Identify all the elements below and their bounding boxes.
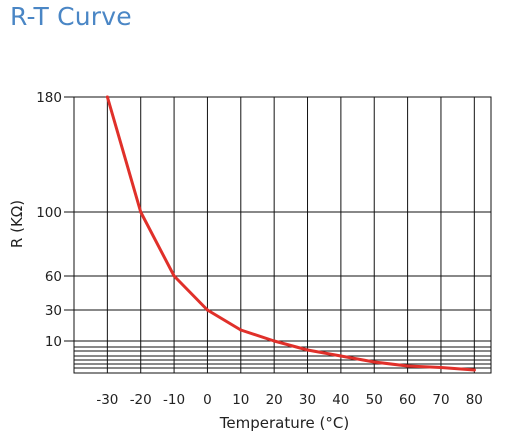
- data-point: [406, 364, 410, 368]
- y-tick-label: 180: [36, 90, 62, 106]
- x-tick-label: 50: [366, 392, 383, 408]
- data-point: [372, 360, 376, 364]
- x-tick-label: -10: [163, 392, 185, 408]
- data-point: [439, 366, 443, 369]
- x-tick-label: 80: [466, 392, 483, 408]
- y-axis-label: R (KΩ): [8, 200, 26, 248]
- x-axis-label: Temperature (°C): [219, 414, 349, 432]
- series-layer: [105, 95, 476, 372]
- x-tick-label: 0: [203, 392, 212, 408]
- plot-border: [73, 96, 492, 374]
- grid: [64, 96, 492, 374]
- y-tick-label: 60: [45, 269, 62, 285]
- chart-title: R-T Curve: [10, 2, 132, 31]
- tick-labels: -30 -20 -10 0 10 20 30 40 50 60 70 80 180 100 60 30 10: [36, 90, 483, 408]
- data-point: [339, 354, 343, 358]
- x-tick-label: 20: [266, 392, 283, 408]
- x-tick-label: -20: [130, 392, 152, 408]
- data-point: [105, 95, 109, 99]
- data-point: [306, 348, 310, 352]
- data-point: [239, 328, 243, 332]
- data-point: [205, 308, 209, 312]
- x-tick-label: 70: [432, 392, 449, 408]
- data-point: [272, 339, 276, 343]
- x-tick-label: 60: [399, 392, 416, 408]
- x-tick-label: 10: [232, 392, 249, 408]
- x-tick-label: 40: [332, 392, 349, 408]
- data-point: [472, 368, 476, 372]
- y-tick-label: 30: [45, 303, 62, 319]
- data-point: [139, 210, 143, 214]
- rt-curve-line: [105, 95, 476, 372]
- x-tick-label: -30: [96, 392, 118, 408]
- data-point: [172, 274, 176, 278]
- x-tick-label: 30: [299, 392, 316, 408]
- y-tick-label: 10: [45, 334, 62, 350]
- y-tick-label: 100: [36, 205, 62, 221]
